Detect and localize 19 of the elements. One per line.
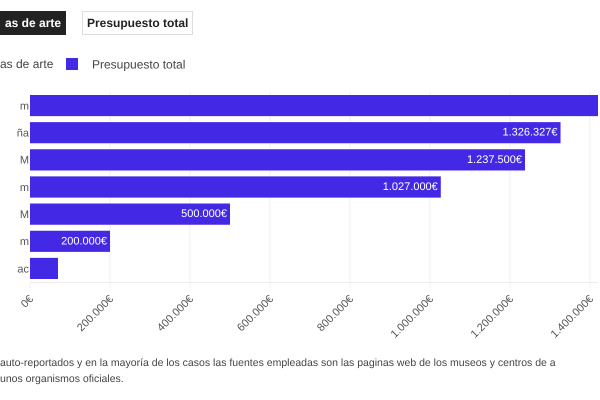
data-label: 1.027.000€: [382, 181, 438, 193]
text: as de arte: [0, 57, 54, 71]
y-tick-label: m: [20, 182, 29, 194]
text: as de arte: [5, 16, 62, 30]
data-label: 1.326.327€: [502, 126, 558, 139]
y-tick-label: ña: [16, 128, 30, 140]
y-tick-label: m: [20, 100, 29, 112]
y-tick-label: M: [20, 154, 29, 167]
y-tick-label: M: [20, 208, 29, 221]
legend-label: Presupuesto total: [92, 58, 186, 72]
data-label: 500.000€: [181, 208, 227, 220]
text: auto-reportados y en la mayoría de los casos las fuentes empleadas son las paginas web de los museos y centros de a: [0, 357, 556, 369]
data-label: 200.000€: [61, 235, 107, 248]
text: unos organismos oficiales.: [0, 373, 124, 385]
x-tick-label: 0€: [18, 293, 36, 310]
text: Presupuesto total: [87, 16, 188, 30]
y-tick-label: m: [20, 236, 29, 248]
data-label: 1.237.500€: [466, 154, 522, 166]
y-tick-label: ac: [17, 263, 30, 276]
